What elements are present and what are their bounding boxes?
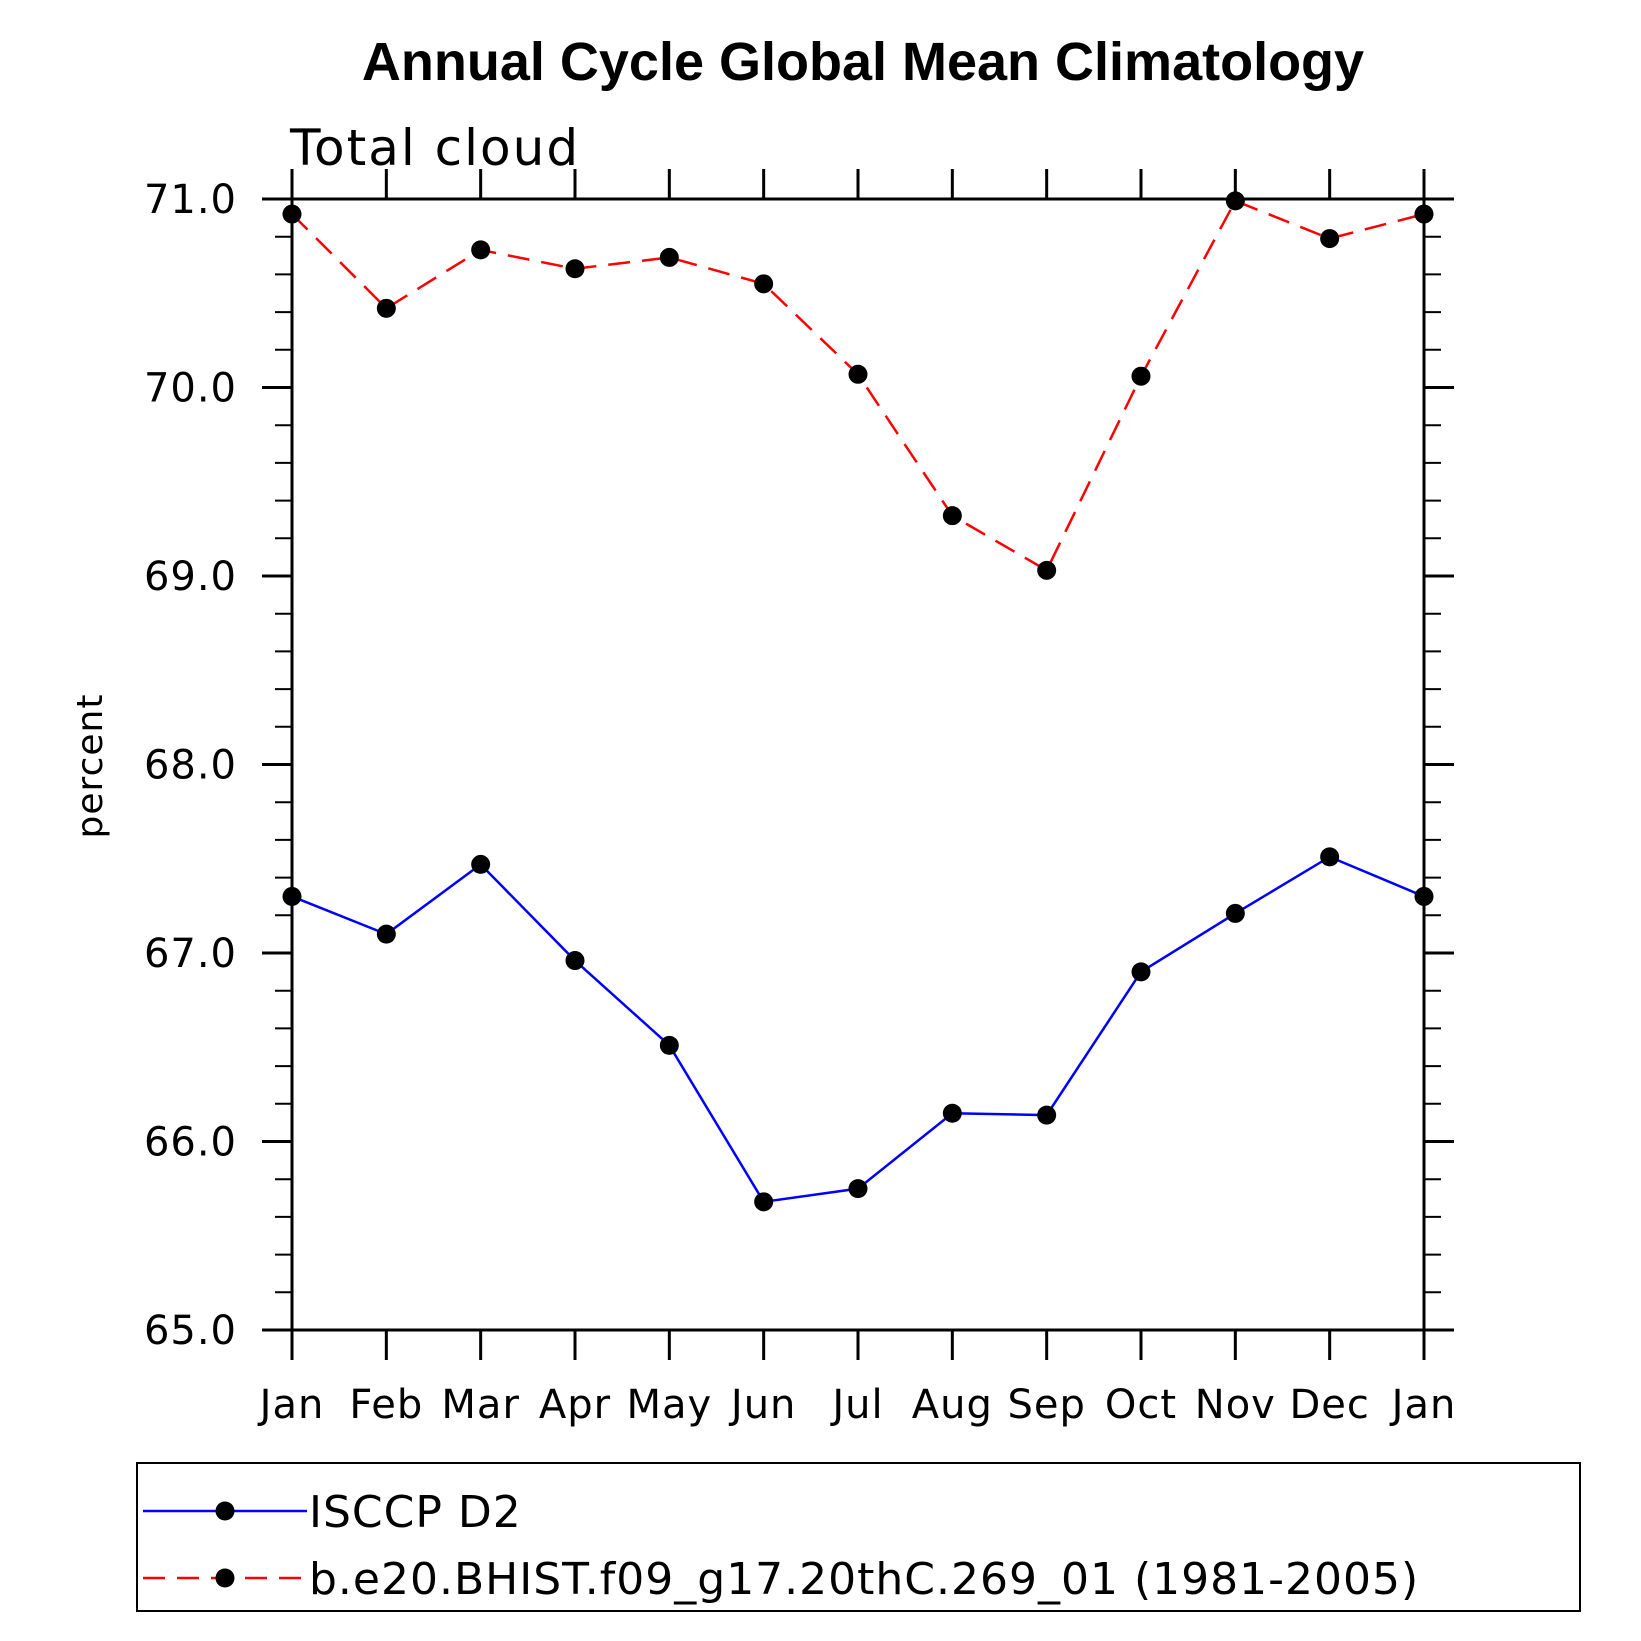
chart-subtitle: Total cloud	[289, 119, 580, 177]
y-tick-label: 71.0	[144, 177, 237, 223]
legend-marker	[215, 1568, 235, 1588]
y-axis-label: percent	[70, 694, 111, 839]
chart-title: Annual Cycle Global Mean Climatology	[362, 32, 1364, 92]
data-point	[1414, 886, 1434, 906]
data-point	[1131, 962, 1151, 982]
data-point	[282, 204, 302, 224]
x-tick-label: Jan	[1389, 1382, 1457, 1428]
data-point	[659, 1035, 679, 1055]
data-point	[471, 854, 491, 874]
y-tick-label: 67.0	[144, 931, 237, 977]
series-points	[282, 191, 1434, 1212]
x-tick-label: Apr	[539, 1382, 611, 1428]
legend-marker	[215, 1501, 235, 1521]
y-tick-labels: 65.0 66.0 67.0 68.0 69.0 70.0 71.0	[144, 177, 237, 1354]
y-tick-label: 69.0	[144, 554, 237, 600]
data-point	[565, 951, 585, 971]
x-tick-label: Nov	[1195, 1382, 1276, 1428]
data-point	[1131, 366, 1151, 386]
axis-ticks	[262, 169, 1454, 1360]
data-point	[1037, 560, 1057, 580]
x-tick-label: Sep	[1007, 1382, 1085, 1428]
x-tick-labels: Jan Feb Mar Apr May Jun Jul Aug Sep Oct Nov Dec Jan	[257, 1382, 1457, 1428]
data-point	[942, 1103, 962, 1123]
x-tick-label: Jul	[829, 1382, 883, 1428]
data-point	[942, 506, 962, 526]
y-tick-label: 65.0	[144, 1308, 237, 1354]
data-point	[471, 240, 491, 260]
x-tick-label: Jun	[728, 1382, 797, 1428]
legend-label: b.e20.BHIST.f09_g17.20thC.269_01 (1981-2…	[309, 1554, 1419, 1605]
x-tick-label: Aug	[912, 1382, 993, 1428]
data-point	[848, 1179, 868, 1199]
data-point	[754, 1192, 774, 1212]
data-point	[376, 924, 396, 944]
data-point	[1037, 1105, 1057, 1125]
legend-label: ISCCP D2	[309, 1487, 522, 1538]
y-tick-label: 68.0	[144, 743, 237, 789]
series-lines	[291, 199, 1425, 1204]
data-point	[754, 274, 774, 294]
data-point	[1225, 191, 1245, 211]
legend-items: ISCCP D2 b.e20.BHIST.f09_g17.20thC.269_01…	[143, 1487, 1419, 1605]
x-tick-label: Dec	[1289, 1382, 1369, 1428]
series-line-1	[291, 199, 1425, 573]
y-tick-label: 70.0	[144, 366, 237, 412]
x-tick-label: May	[626, 1382, 712, 1428]
y-tick-label: 66.0	[144, 1120, 237, 1166]
data-point	[565, 259, 585, 279]
data-point	[1414, 204, 1434, 224]
legend-box	[136, 1462, 1581, 1612]
data-point	[282, 886, 302, 906]
data-point	[1320, 229, 1340, 249]
data-point	[848, 364, 868, 384]
data-point	[376, 298, 396, 318]
data-point	[659, 247, 679, 267]
x-tick-label: Feb	[349, 1382, 423, 1428]
series-line-0	[291, 855, 1425, 1204]
data-point	[1320, 847, 1340, 867]
data-point	[1225, 903, 1245, 923]
x-tick-label: Mar	[441, 1382, 519, 1428]
x-tick-label: Jan	[257, 1382, 325, 1428]
x-tick-label: Oct	[1105, 1382, 1177, 1428]
legend: ISCCP D2 b.e20.BHIST.f09_g17.20thC.269_01…	[136, 1462, 1581, 1612]
